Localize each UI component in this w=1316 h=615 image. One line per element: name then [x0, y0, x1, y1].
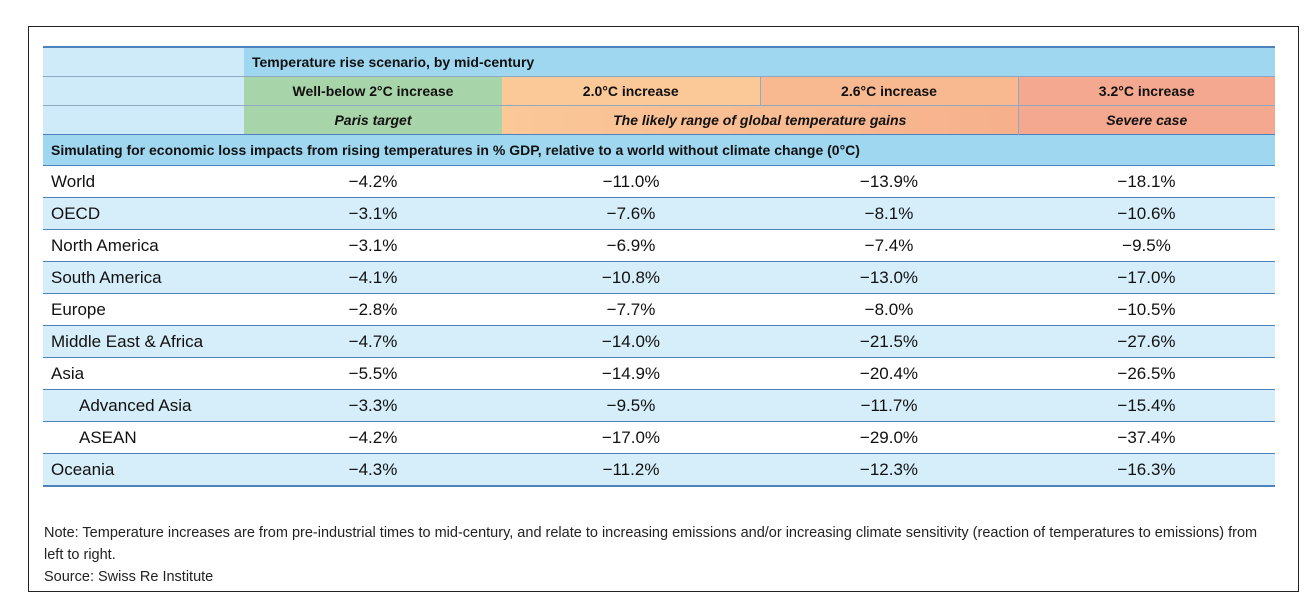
value-cell: −9.5% [1018, 229, 1275, 262]
value-cell: −3.1% [244, 229, 502, 262]
header-row-increase: Well-below 2°C increase 2.0°C increase 2… [43, 76, 1275, 106]
value-cell: −8.0% [760, 293, 1018, 326]
value-cell: −12.3% [760, 453, 1018, 487]
value-cell: −4.7% [244, 325, 502, 358]
value-cell: −13.9% [760, 165, 1018, 198]
table-row: Europe −2.8% −7.7% −8.0% −10.5% [43, 293, 1275, 326]
table-row: South America −4.1% −10.8% −13.0% −17.0% [43, 261, 1275, 294]
table-row: Oceania −4.3% −11.2% −12.3% −16.3% [43, 453, 1275, 487]
table-row: North America −3.1% −6.9% −7.4% −9.5% [43, 229, 1275, 262]
value-cell: −7.7% [502, 293, 760, 326]
table-row: Advanced Asia −3.3% −9.5% −11.7% −15.4% [43, 389, 1275, 422]
value-cell: −6.9% [502, 229, 760, 262]
value-cell: −21.5% [760, 325, 1018, 358]
value-cell: −10.8% [502, 261, 760, 294]
value-cell: −14.0% [502, 325, 760, 358]
header-corner [43, 46, 244, 77]
value-cell: −9.5% [502, 389, 760, 422]
scenario-header-3-2c: 3.2°C increase [1017, 76, 1275, 106]
value-cell: −4.1% [244, 261, 502, 294]
value-cell: −14.9% [502, 357, 760, 390]
value-cell: −13.0% [760, 261, 1018, 294]
value-cell: −5.5% [244, 357, 502, 390]
value-cell: −10.6% [1018, 197, 1275, 230]
value-cell: −17.0% [1018, 261, 1275, 294]
table-row: ASEAN −4.2% −17.0% −29.0% −37.4% [43, 421, 1275, 454]
region-label: Asia [43, 357, 244, 390]
table-row: Middle East & Africa −4.7% −14.0% −21.5% −27… [43, 325, 1275, 358]
scenario-header-2-6c: 2.6°C increase [759, 76, 1018, 106]
scenario-header-well-below-2c: Well-below 2°C increase [244, 76, 502, 106]
value-cell: −3.1% [244, 197, 502, 230]
region-label: South America [43, 261, 244, 294]
value-cell: −27.6% [1018, 325, 1275, 358]
value-cell: −20.4% [760, 357, 1018, 390]
region-label: World [43, 165, 244, 198]
value-cell: −11.2% [502, 453, 760, 487]
section-row: Simulating for economic loss impacts fro… [43, 134, 1275, 166]
value-cell: −17.0% [502, 421, 760, 454]
value-cell: −37.4% [1018, 421, 1275, 454]
region-label: Europe [43, 293, 244, 326]
value-cell: −10.5% [1018, 293, 1275, 326]
table-figure: Temperature rise scenario, by mid-centur… [28, 26, 1299, 592]
scenario-header-2-0c: 2.0°C increase [502, 76, 760, 106]
footnote: Note: Temperature increases are from pre… [44, 522, 1274, 588]
value-cell: −4.3% [244, 453, 502, 487]
value-cell: −2.8% [244, 293, 502, 326]
subtitle-severe-case: Severe case [1017, 105, 1275, 135]
value-cell: −4.2% [244, 421, 502, 454]
value-cell: −16.3% [1018, 453, 1275, 487]
region-label: Advanced Asia [43, 389, 244, 422]
value-cell: −11.0% [502, 165, 760, 198]
source-text: Source: Swiss Re Institute [44, 569, 214, 585]
scenario-title: Temperature rise scenario, by mid-centur… [244, 46, 1275, 77]
header-row-subtitle: Paris target The likely range of global … [43, 105, 1275, 135]
region-label: ASEAN [43, 421, 244, 454]
scenario-table: Temperature rise scenario, by mid-centur… [43, 46, 1275, 487]
region-label: North America [43, 229, 244, 262]
value-cell: −7.6% [502, 197, 760, 230]
value-cell: −26.5% [1018, 357, 1275, 390]
region-label: OECD [43, 197, 244, 230]
value-cell: −3.3% [244, 389, 502, 422]
value-cell: −8.1% [760, 197, 1018, 230]
region-label: Oceania [43, 453, 244, 487]
header-corner-2 [43, 76, 244, 106]
value-cell: −11.7% [760, 389, 1018, 422]
value-cell: −7.4% [760, 229, 1018, 262]
table-row: Asia −5.5% −14.9% −20.4% −26.5% [43, 357, 1275, 390]
subtitle-likely-range: The likely range of global temperature g… [502, 105, 1018, 135]
subtitle-paris-target: Paris target [244, 105, 502, 135]
section-title: Simulating for economic loss impacts fro… [43, 134, 1275, 166]
table-row: World −4.2% −11.0% −13.9% −18.1% [43, 165, 1275, 198]
table-row: OECD −3.1% −7.6% −8.1% −10.6% [43, 197, 1275, 230]
value-cell: −15.4% [1018, 389, 1275, 422]
header-row-scenario: Temperature rise scenario, by mid-centur… [43, 46, 1275, 77]
value-cell: −4.2% [244, 165, 502, 198]
data-rows: World −4.2% −11.0% −13.9% −18.1% OECD −3.1% −7.… [43, 165, 1275, 487]
note-text: Note: Temperature increases are from pre… [44, 525, 1258, 563]
value-cell: −29.0% [760, 421, 1018, 454]
header-corner-3 [43, 105, 244, 135]
region-label: Middle East & Africa [43, 325, 244, 358]
value-cell: −18.1% [1018, 165, 1275, 198]
